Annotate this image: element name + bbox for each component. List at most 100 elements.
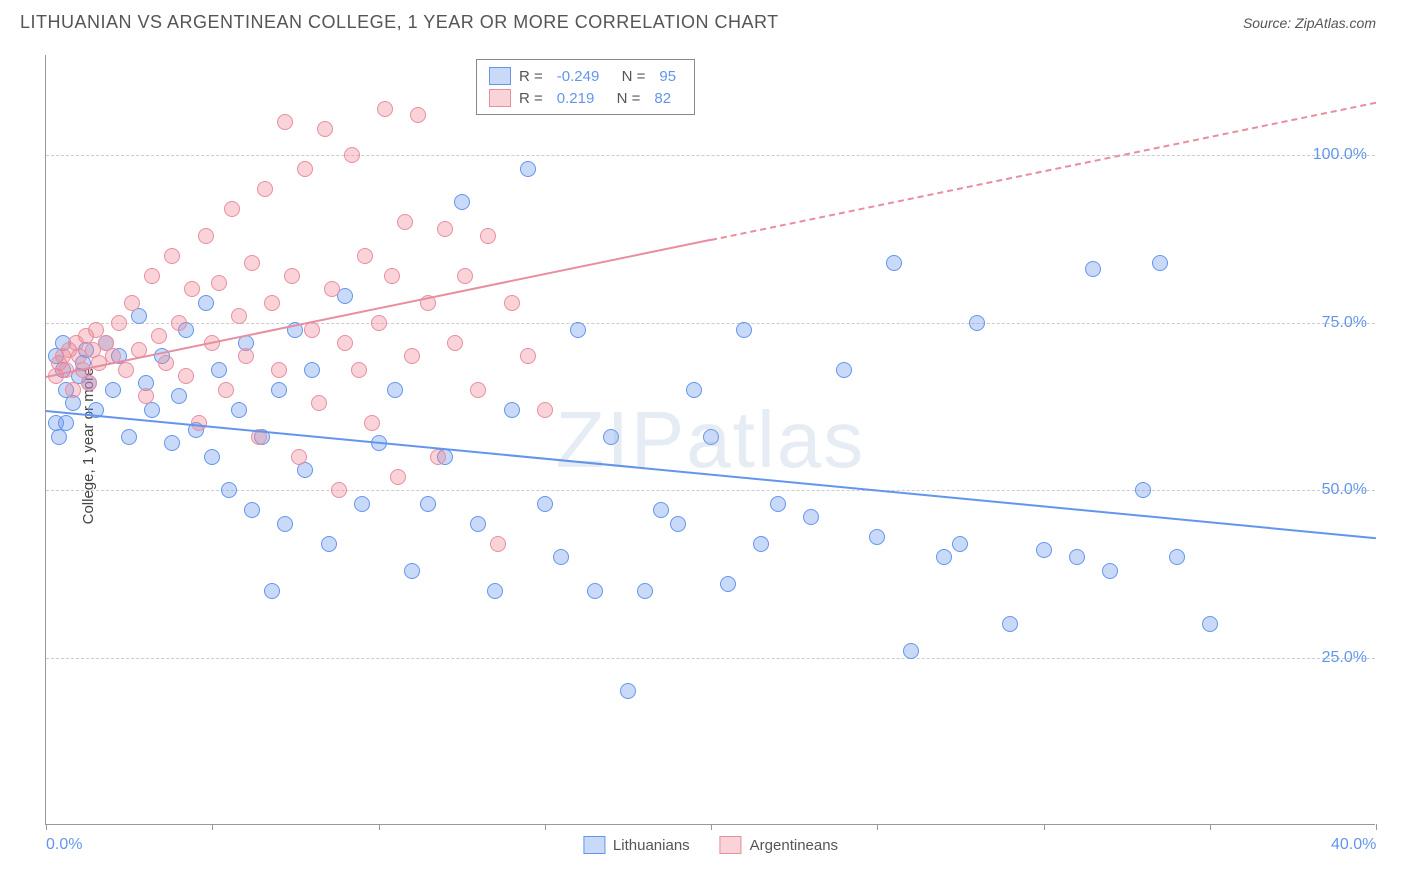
data-point [753,536,769,552]
series-legend-item: Argentineans [720,836,838,854]
data-point [1069,549,1085,565]
data-point [121,429,137,445]
data-point [1169,549,1185,565]
data-point [284,268,300,284]
data-point [653,502,669,518]
data-point [470,382,486,398]
data-point [337,335,353,351]
data-point [587,583,603,599]
x-tick [46,824,47,830]
y-tick-label: 50.0% [1322,481,1367,499]
data-point [1002,616,1018,632]
data-point [224,201,240,217]
legend-r-value: -0.249 [557,68,600,85]
data-point [158,355,174,371]
legend-r-value: 0.219 [557,90,595,107]
y-tick-label: 25.0% [1322,649,1367,667]
x-tick-label: 40.0% [1331,836,1376,854]
data-point [504,295,520,311]
data-point [277,114,293,130]
data-point [457,268,473,284]
stats-legend: R = -0.249 N = 95R = 0.219 N = 82 [476,59,695,115]
data-point [454,194,470,210]
legend-row: R = -0.249 N = 95 [489,65,682,87]
gridline [46,155,1375,156]
data-point [331,482,347,498]
data-point [886,255,902,271]
data-point [371,315,387,331]
legend-n-value: 95 [659,68,676,85]
legend-n-label: N = [608,90,640,107]
data-point [164,435,180,451]
data-point [264,295,280,311]
data-point [437,221,453,237]
data-point [570,322,586,338]
legend-n-value: 82 [654,90,671,107]
data-point [670,516,686,532]
data-point [1152,255,1168,271]
data-point [404,563,420,579]
data-point [520,161,536,177]
trend-line [46,239,711,378]
data-point [686,382,702,398]
x-tick [877,824,878,830]
data-point [244,502,260,518]
data-point [537,496,553,512]
y-tick-label: 75.0% [1322,314,1367,332]
scatter-chart: ZIPatlas R = -0.249 N = 95R = 0.219 N = … [45,55,1375,825]
data-point [736,322,752,338]
data-point [211,362,227,378]
data-point [277,516,293,532]
data-point [204,449,220,465]
data-point [1202,616,1218,632]
data-point [390,469,406,485]
data-point [105,382,121,398]
legend-swatch [489,67,511,85]
data-point [198,295,214,311]
data-point [344,147,360,163]
data-point [151,328,167,344]
legend-swatch [720,836,742,854]
data-point [351,362,367,378]
data-point [703,429,719,445]
data-point [384,268,400,284]
data-point [244,255,260,271]
gridline [46,658,1375,659]
legend-row: R = 0.219 N = 82 [489,87,682,109]
data-point [1085,261,1101,277]
legend-r-label: R = [519,68,543,85]
x-tick [1376,824,1377,830]
legend-swatch [583,836,605,854]
data-point [420,496,436,512]
data-point [231,308,247,324]
data-point [490,536,506,552]
series-name: Argentineans [750,837,838,854]
data-point [171,388,187,404]
data-point [111,315,127,331]
y-tick-label: 100.0% [1313,146,1367,164]
data-point [553,549,569,565]
data-point [124,295,140,311]
data-point [221,482,237,498]
data-point [198,228,214,244]
data-point [447,335,463,351]
data-point [903,643,919,659]
data-point [720,576,736,592]
data-point [184,281,200,297]
data-point [311,395,327,411]
data-point [144,268,160,284]
data-point [770,496,786,512]
data-point [803,509,819,525]
data-point [291,449,307,465]
legend-swatch [489,89,511,107]
data-point [271,362,287,378]
data-point [164,248,180,264]
data-point [1102,563,1118,579]
data-point [620,683,636,699]
trend-line-dashed [711,102,1376,241]
data-point [364,415,380,431]
data-point [238,348,254,364]
data-point [504,402,520,418]
gridline [46,490,1375,491]
series-legend-item: Lithuanians [583,836,690,854]
